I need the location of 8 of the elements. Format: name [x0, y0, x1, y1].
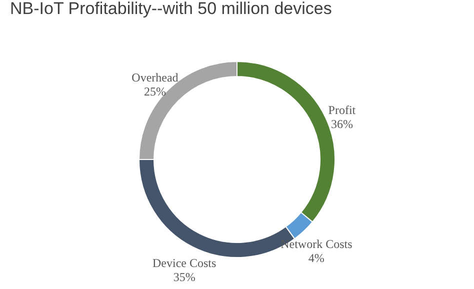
- slice-label: Device Costs: [152, 256, 216, 270]
- slice-label: Overhead: [132, 70, 178, 84]
- data-label: 35%: [173, 270, 196, 284]
- data-label: 25%: [144, 84, 166, 98]
- data-label: 36%: [330, 117, 353, 132]
- slice-label: Profit: [328, 103, 356, 118]
- chart-title: NB-IoT Profitability--with 50 million devices: [10, 0, 332, 18]
- data-label: 4%: [308, 251, 324, 266]
